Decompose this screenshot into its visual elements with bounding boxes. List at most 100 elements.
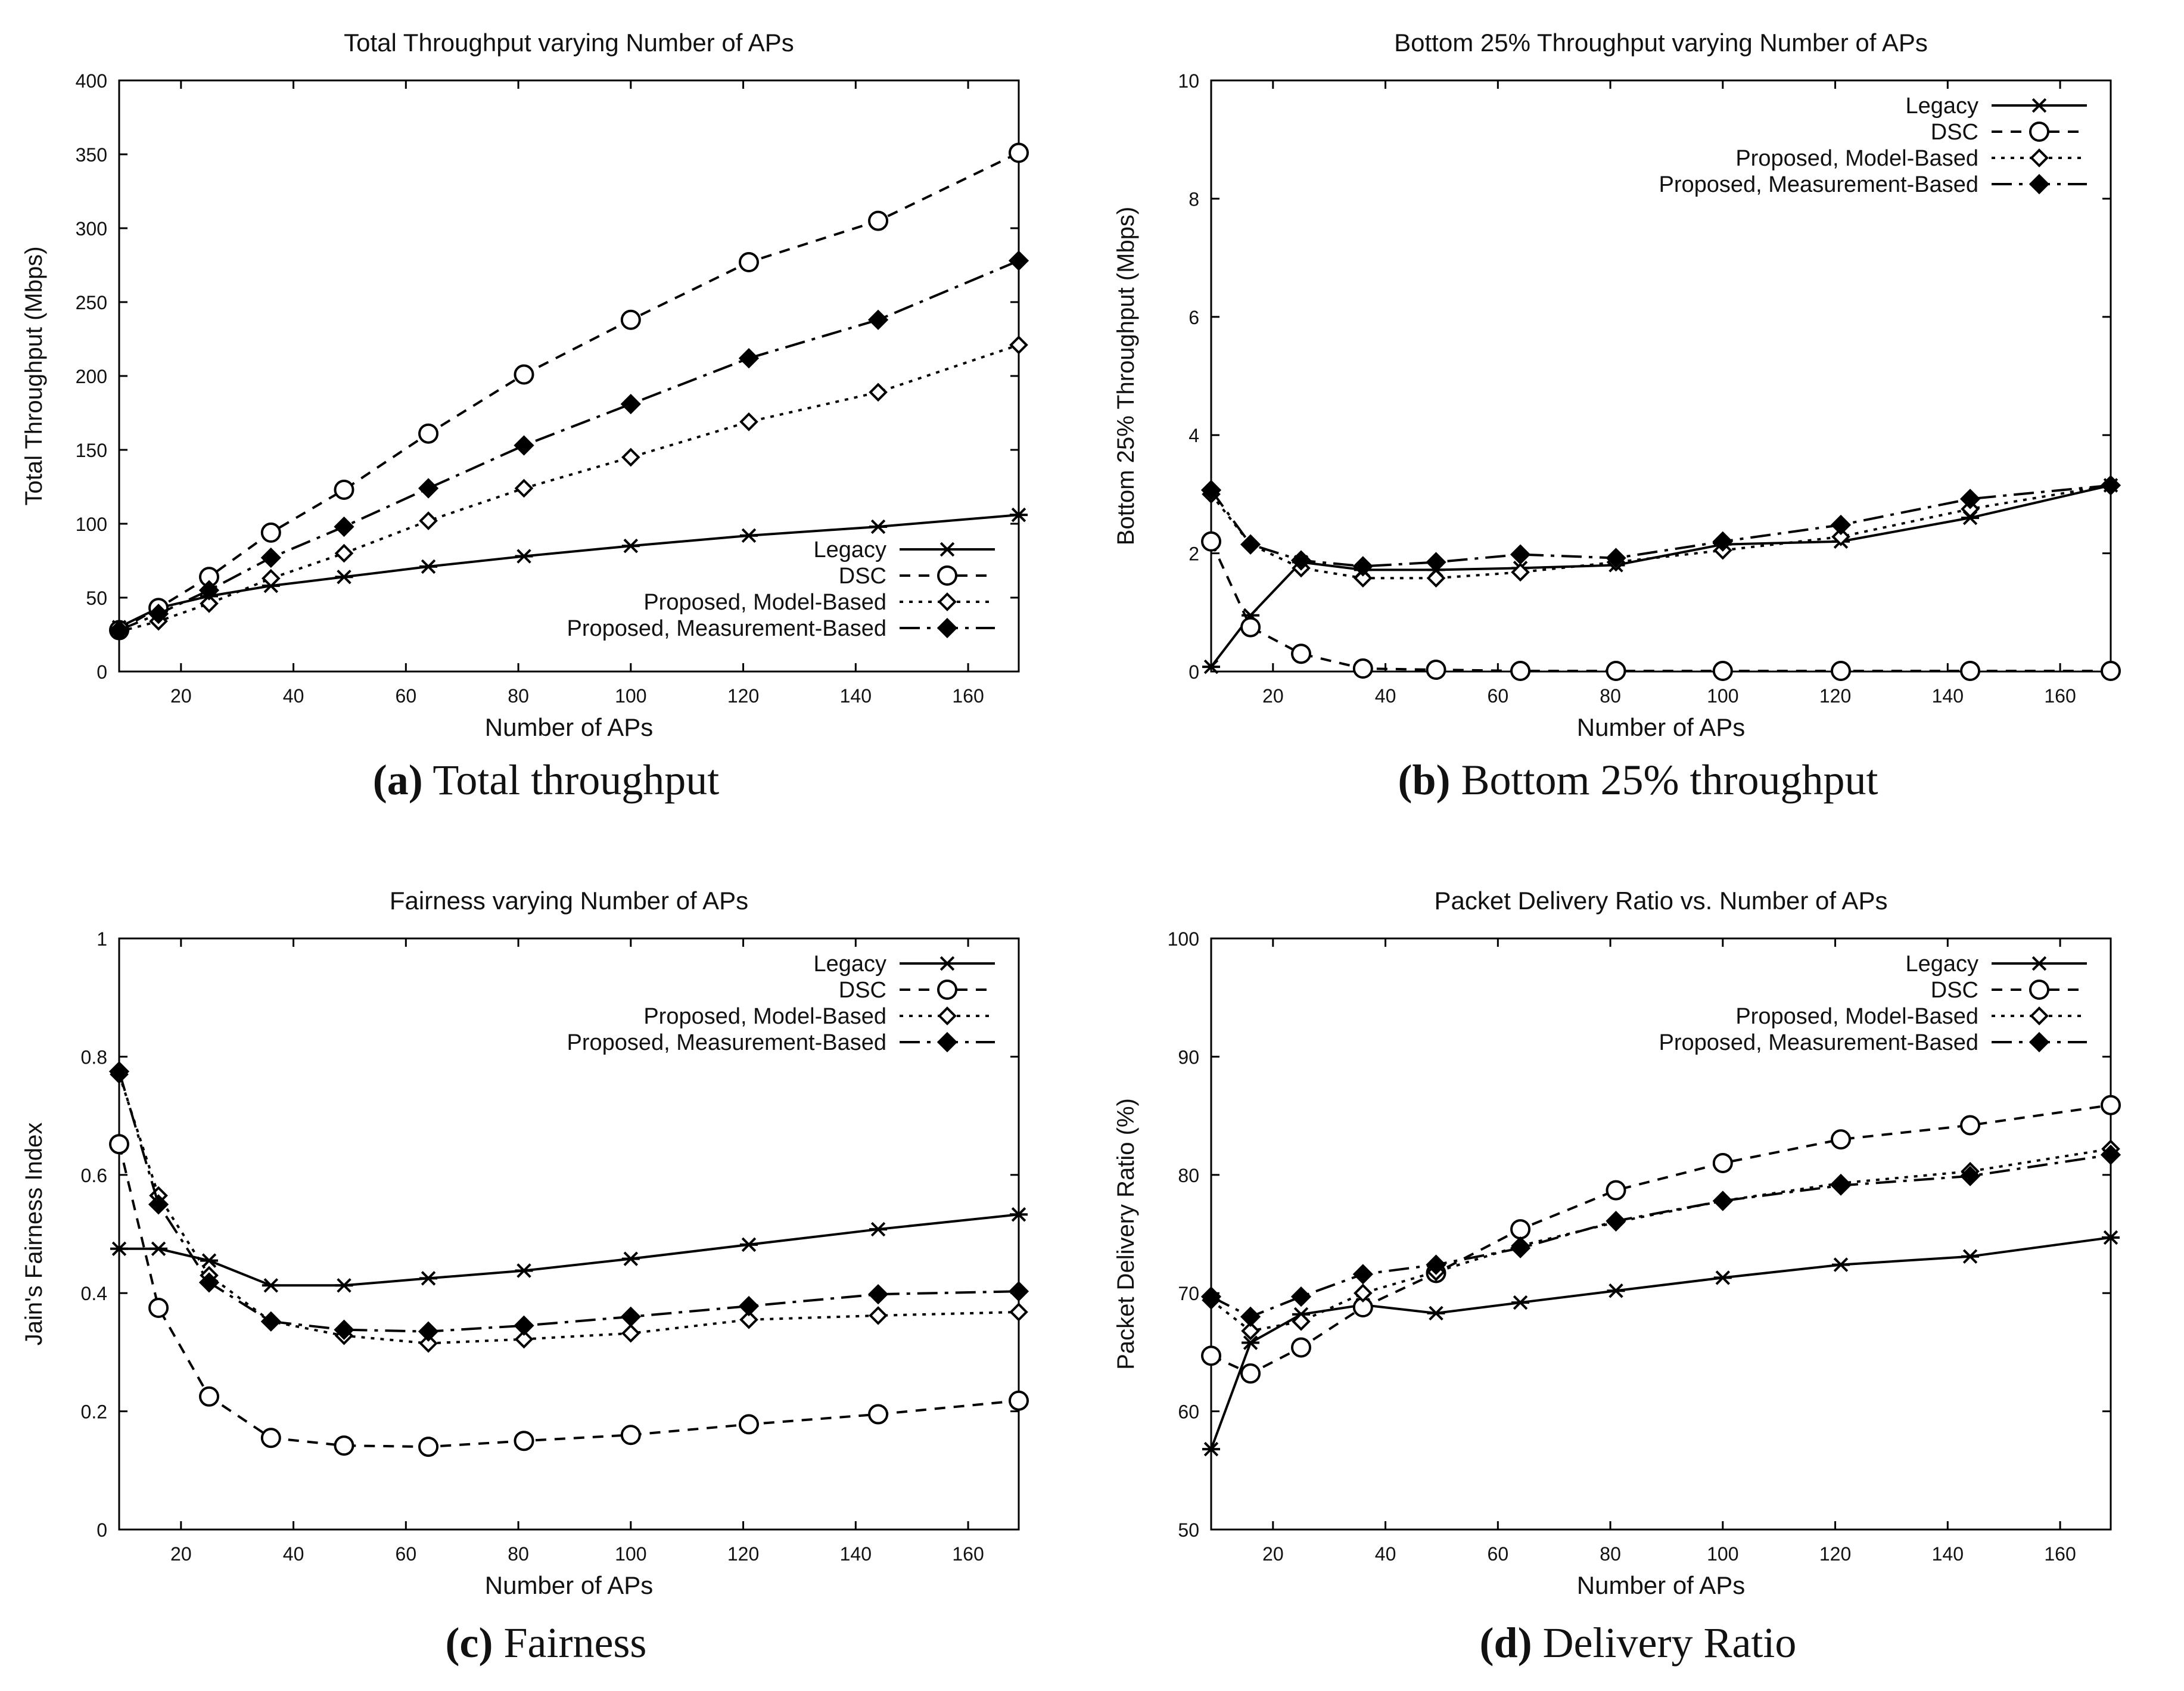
- caption-a-letter: (a): [372, 756, 423, 804]
- y-tick-label: 50: [1178, 1519, 1199, 1541]
- data-point-stroke: [741, 1237, 757, 1252]
- x-axis-label: Number of APs: [485, 1571, 653, 1599]
- x-tick-label: 60: [396, 1543, 417, 1565]
- y-tick-label: 100: [76, 514, 107, 535]
- data-point: [335, 570, 353, 585]
- data-point: [739, 252, 759, 273]
- y-tick-label: 70: [1178, 1283, 1199, 1304]
- x-tick-label: 120: [1819, 1543, 1851, 1565]
- legend-label: Proposed, Measurement-Based: [567, 616, 886, 641]
- data-point-stroke: [1203, 659, 1219, 674]
- series-line: [118, 1074, 1019, 1345]
- x-tick-label: 20: [170, 685, 192, 707]
- data-point: [1607, 1283, 1625, 1298]
- data-point: [1240, 1306, 1261, 1328]
- data-point: [620, 1425, 641, 1446]
- data-point-stroke: [201, 1253, 217, 1268]
- data-point: [109, 1134, 129, 1155]
- y-axis-label: Bottom 25% Throughput (Mbps): [1113, 207, 1139, 545]
- data-point: [262, 1278, 280, 1293]
- data-point: [1353, 568, 1373, 588]
- x-tick-label: 120: [1819, 685, 1851, 707]
- legend-marker: [2029, 980, 2049, 1000]
- legend-marker-stroke: [939, 542, 955, 557]
- y-tick-label: 0: [97, 1519, 107, 1541]
- caption-d-text: Delivery Ratio: [1532, 1619, 1797, 1667]
- data-point-stroke: [421, 559, 436, 574]
- data-point: [620, 1306, 641, 1328]
- legend-marker: [938, 592, 957, 611]
- data-point-stroke: [1203, 1441, 1219, 1457]
- data-point: [621, 447, 640, 467]
- series-3: [108, 250, 1029, 641]
- legend-label: Proposed, Model-Based: [1735, 146, 1978, 171]
- legend-marker: [2029, 1031, 2050, 1053]
- data-point: [1606, 1211, 1626, 1232]
- plot-frame: [1210, 937, 2112, 1531]
- data-point-stroke: [623, 538, 639, 554]
- data-point: [1240, 1363, 1261, 1384]
- legend-marker: [938, 542, 956, 557]
- legend-marker: [938, 1006, 957, 1025]
- y-tick-label: 1: [97, 928, 107, 950]
- y-tick-label: 150: [76, 440, 107, 461]
- data-point: [1009, 335, 1028, 355]
- data-point: [1960, 1115, 1981, 1136]
- legend-marker: [938, 956, 956, 971]
- data-point: [1510, 1219, 1531, 1240]
- data-point: [1712, 531, 1733, 552]
- chart-title: Bottom 25% Throughput varying Number of …: [1394, 29, 1928, 57]
- data-point: [418, 423, 439, 444]
- data-point-stroke: [1011, 1207, 1026, 1222]
- data-point: [1290, 1286, 1312, 1307]
- x-tick-label: 140: [840, 685, 872, 707]
- data-point: [1202, 659, 1220, 674]
- legend-label: DSC: [839, 978, 886, 1003]
- data-point: [739, 412, 758, 431]
- data-point-stroke: [2103, 1230, 2118, 1245]
- data-point: [1008, 250, 1029, 271]
- data-point: [1291, 1337, 1311, 1358]
- x-tick-label: 60: [396, 685, 417, 707]
- chart-panel-fairness: Fairness varying Number of APs Number of …: [0, 858, 1092, 1612]
- data-point-stroke: [111, 1241, 127, 1257]
- plot-frame: [1210, 79, 2112, 673]
- data-point: [1426, 568, 1446, 588]
- data-point: [419, 511, 438, 530]
- x-tick-label: 40: [1375, 1543, 1396, 1565]
- caption-b-letter: (b): [1398, 756, 1451, 804]
- series-line: [1210, 540, 2111, 673]
- data-point: [869, 519, 888, 534]
- data-point: [419, 1271, 438, 1286]
- legend-label: DSC: [1931, 978, 1978, 1003]
- data-point: [1202, 1441, 1220, 1457]
- data-point: [1712, 1190, 1733, 1211]
- data-point: [198, 580, 220, 601]
- y-tick-label: 100: [1168, 928, 1199, 950]
- data-point: [739, 1310, 758, 1329]
- series-line: [119, 259, 1019, 632]
- chart-fairness: Fairness varying Number of APs Number of …: [21, 887, 1029, 1599]
- x-tick-label: 40: [283, 1543, 304, 1565]
- data-point: [260, 1428, 281, 1448]
- x-tick-label: 100: [615, 685, 646, 707]
- chart-title: Fairness varying Number of APs: [390, 887, 748, 915]
- x-axis-label: Number of APs: [1577, 1571, 1745, 1599]
- y-axis-label: Packet Delivery Ratio (%): [1113, 1098, 1139, 1370]
- y-tick-label: 60: [1178, 1401, 1199, 1423]
- legend-label: Proposed, Measurement-Based: [1659, 172, 1978, 197]
- plot-frame: [118, 79, 1020, 673]
- legend-label: Proposed, Measurement-Based: [1659, 1030, 1978, 1055]
- data-point: [1606, 1180, 1626, 1201]
- data-point: [1831, 527, 1850, 546]
- legend-marker: [2030, 98, 2048, 113]
- y-tick-label: 0.8: [81, 1046, 107, 1068]
- x-tick-label: 140: [1932, 1543, 1964, 1565]
- x-tick-label: 80: [1600, 685, 1621, 707]
- data-point: [110, 1241, 128, 1257]
- data-point-stroke: [1833, 1257, 1849, 1272]
- x-tick-label: 100: [615, 1543, 646, 1565]
